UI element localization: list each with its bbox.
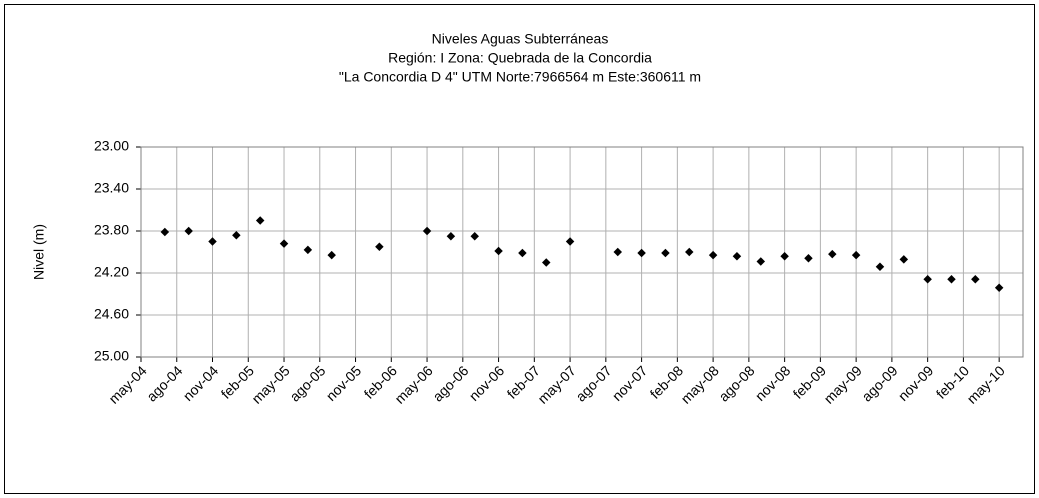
chart-title: "La Concordia D 4" UTM Norte:7966564 m E… [339, 69, 701, 85]
point [542, 258, 551, 267]
point [279, 239, 289, 248]
point [875, 262, 885, 271]
y-tick-label: 23.40 [94, 180, 129, 196]
point [375, 242, 384, 251]
point [303, 245, 313, 255]
point [994, 283, 1004, 292]
plot-frame [140, 146, 1024, 358]
point [971, 275, 980, 284]
point [184, 226, 193, 236]
chart-border [4, 4, 1035, 494]
chart-title: Niveles Aguas Subterráneas [432, 31, 609, 47]
chart-title: Región: I Zona: Quebrada de la Concordia [388, 50, 652, 66]
point [756, 257, 766, 266]
y-tick-label: 25.00 [94, 348, 129, 364]
y-tick-label: 23.00 [94, 138, 129, 154]
point [494, 246, 503, 256]
point [160, 227, 170, 237]
point [422, 226, 432, 236]
point [232, 230, 241, 240]
point [255, 216, 265, 225]
point [470, 232, 479, 241]
y-tick-label: 24.20 [94, 264, 129, 280]
y-tick-label: 24.60 [94, 306, 129, 322]
point [899, 255, 909, 264]
point [923, 275, 932, 284]
point [947, 275, 956, 284]
y-tick-label: 23.80 [94, 222, 129, 238]
y-axis-label: Nivel (m) [31, 224, 47, 280]
point [446, 232, 456, 241]
point [327, 250, 336, 260]
point [208, 237, 217, 246]
